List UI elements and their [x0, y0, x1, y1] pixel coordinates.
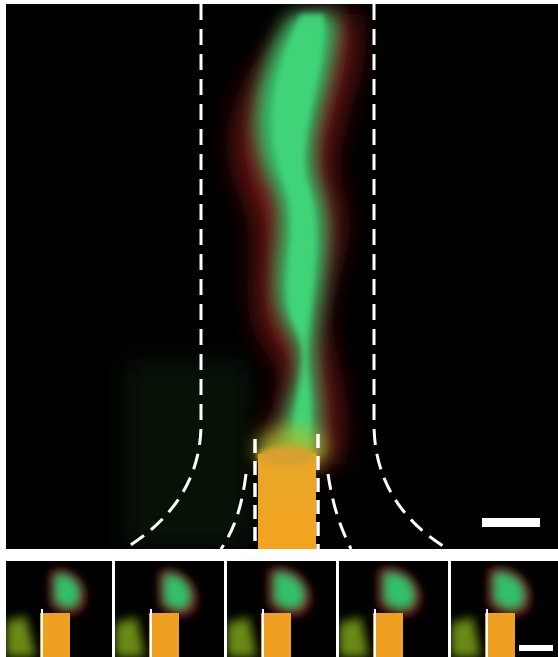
strip-frame-3	[227, 561, 336, 657]
strip-scale-bar	[519, 645, 553, 651]
strip-frame-1	[6, 561, 112, 657]
green-plume-core	[272, 14, 325, 449]
main-panel-image	[123, 4, 540, 549]
strip-frame-4	[339, 561, 448, 657]
outer-channel-walls	[123, 4, 449, 549]
strip-frame-5	[451, 561, 558, 657]
nozzle-top-glow	[257, 446, 317, 466]
scale-bar	[482, 518, 540, 527]
inner-channel-walls	[253, 434, 320, 549]
strip-frame-2	[115, 561, 224, 657]
haze-region	[124, 359, 252, 549]
main-fluorescence-panel	[6, 4, 558, 549]
orange-nozzle-stream	[258, 454, 316, 549]
